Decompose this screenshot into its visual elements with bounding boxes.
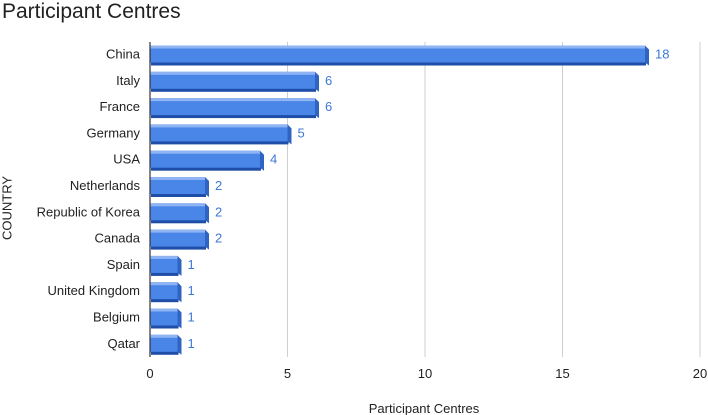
category-label: France [100, 99, 140, 114]
bar-netherlands [150, 177, 205, 194]
bar-highlight [150, 282, 178, 286]
bar-france [150, 98, 315, 116]
x-axis-title: Participant Centres [368, 401, 480, 415]
data-label: 2 [215, 231, 222, 246]
bar-highlight [150, 98, 315, 102]
bar-highlight [150, 150, 260, 154]
bar-shadow [151, 324, 179, 329]
bar-end-cap [287, 124, 292, 145]
bar-highlight [150, 45, 645, 49]
bar-germany [150, 124, 288, 142]
bar-shadow [151, 193, 206, 197]
bar-china [150, 45, 645, 63]
bar-end-cap [205, 229, 209, 250]
category-label: Netherlands [70, 178, 141, 193]
bar-spain [150, 255, 178, 273]
bar-end-cap [205, 177, 209, 197]
category-label: Republic of Korea [37, 204, 141, 219]
x-tick-label: 0 [146, 366, 153, 381]
data-label: 5 [298, 125, 305, 140]
category-label: China [106, 47, 141, 62]
bar-shadow [151, 350, 179, 355]
bar-end-cap [177, 308, 182, 329]
category-label: Canada [94, 231, 140, 246]
category-label: Italy [116, 73, 140, 88]
bar-canada [150, 229, 205, 247]
data-label: 1 [188, 336, 195, 351]
bar-qatar [150, 334, 178, 352]
x-tick-label: 5 [284, 366, 291, 381]
bar-highlight [150, 71, 315, 75]
bar-highlight [150, 308, 178, 312]
bar-end-cap [177, 255, 182, 276]
bar-highlight [150, 124, 288, 128]
bar-shadow [151, 245, 206, 250]
bar-end-cap [315, 71, 319, 92]
category-label: Qatar [107, 336, 140, 351]
bar-end-cap [177, 334, 182, 355]
category-label: USA [113, 152, 140, 167]
bar-end-cap [315, 98, 319, 119]
bar-shadow [151, 114, 316, 119]
data-label: 4 [270, 152, 277, 167]
bar-highlight [150, 334, 178, 338]
bar-united-kingdom [150, 282, 178, 300]
bar-republic-of-korea [150, 203, 205, 221]
chart-title: Participant Centres [2, 0, 181, 23]
data-label: 2 [215, 178, 222, 193]
bar-italy [150, 71, 315, 89]
bar-shadow [151, 87, 316, 92]
bar-highlight [150, 229, 205, 233]
category-label: Spain [107, 257, 140, 272]
bar-highlight [150, 255, 178, 259]
bar-shadow [151, 271, 179, 276]
data-label: 1 [188, 283, 195, 298]
data-label: 6 [325, 99, 332, 114]
x-tick-label: 20 [693, 366, 707, 381]
bar-highlight [150, 203, 205, 207]
category-label: Germany [87, 125, 141, 140]
bar-usa [150, 150, 260, 168]
bar-end-cap [177, 282, 182, 303]
bar-shadow [151, 219, 206, 224]
data-label: 2 [215, 204, 222, 219]
x-tick-label: 10 [418, 366, 432, 381]
bar-highlight [150, 177, 205, 180]
bar-end-cap [205, 203, 209, 224]
bar-shadow [151, 166, 261, 171]
bar-belgium [150, 308, 178, 326]
data-label: 1 [188, 257, 195, 272]
bar-shadow [151, 140, 289, 145]
category-label: Belgium [93, 310, 140, 325]
bar-end-cap [645, 45, 649, 66]
bar-end-cap [260, 150, 264, 171]
bar-shadow [151, 298, 179, 303]
bar-shadow [151, 61, 646, 66]
data-label: 6 [325, 73, 332, 88]
data-label: 18 [655, 47, 669, 62]
data-label: 1 [188, 310, 195, 325]
category-label: United Kingdom [48, 283, 141, 298]
x-tick-label: 15 [555, 366, 569, 381]
